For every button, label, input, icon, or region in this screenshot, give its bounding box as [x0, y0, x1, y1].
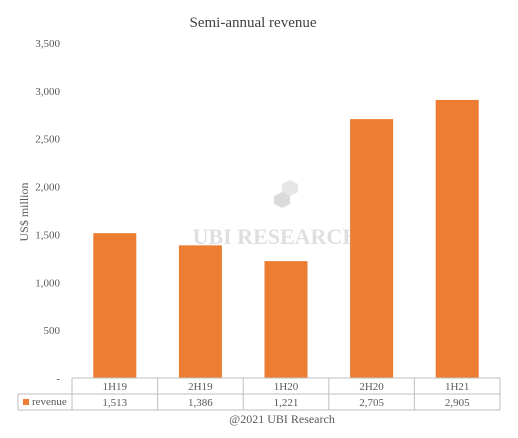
ubi-research-watermark: UBI RESEARCH: [193, 180, 360, 249]
y-tick-label: 3,500: [35, 38, 60, 50]
x-tick-label: 1H21: [445, 381, 469, 393]
value-label: 1,386: [188, 397, 213, 409]
watermark-text: UBI RESEARCH: [193, 224, 360, 249]
x-tick-label: 1H19: [103, 381, 128, 393]
y-tick-label: 1,500: [35, 229, 60, 241]
value-label: 1,513: [102, 397, 127, 409]
y-tick-label: 2,500: [35, 134, 60, 146]
copyright-footer: @2021 UBI Research: [229, 412, 335, 426]
data-table: revenue 1H19 1,513 2H19 1,386 1H20 1,221 2H20 2,…: [17, 377, 501, 411]
legend-swatch: [23, 399, 29, 405]
value-label: 2,905: [445, 397, 470, 409]
bar-1h20: [264, 261, 308, 378]
x-tick-label: 1H20: [274, 381, 299, 393]
y-tick-label: 500: [44, 325, 61, 337]
y-tick-label: -: [56, 373, 60, 385]
bar-2h19: [178, 245, 222, 378]
bar-1h19: [93, 233, 137, 378]
watermark-cube-icon: [282, 180, 298, 196]
axis-layer: - 500 1,000 1,500 2,000 2,500 3,000 3,500: [35, 38, 60, 385]
legend-label: revenue: [32, 396, 67, 408]
value-label: 2,705: [359, 397, 384, 409]
y-tick-label: 2,000: [35, 182, 60, 194]
y-axis-label: US$ million: [17, 182, 31, 241]
x-tick-label: 2H19: [188, 381, 213, 393]
y-tick-label: 1,000: [35, 277, 60, 289]
watermark-cube-icon: [274, 192, 290, 208]
bar-1h21: [435, 99, 479, 378]
chart-title: Semi-annual revenue: [189, 15, 316, 31]
y-tick-label: 3,000: [35, 86, 60, 98]
x-tick-label: 2H20: [359, 381, 384, 393]
bar-2h20: [350, 119, 394, 378]
bars-layer: [93, 99, 479, 378]
value-label: 1,221: [274, 397, 299, 409]
